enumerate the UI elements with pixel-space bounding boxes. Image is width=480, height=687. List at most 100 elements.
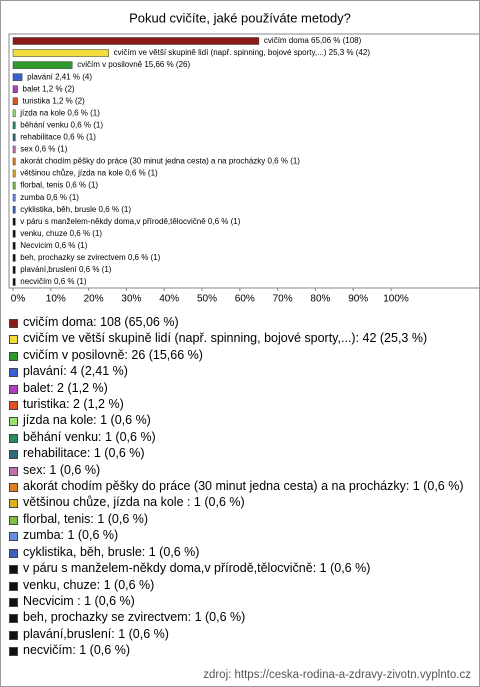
bar-label: cyklistika, běh, brusle 0,6 % (1) [20,205,131,214]
x-tick-label: 20% [84,294,104,305]
bar-label: akorát chodím pěšky do práce (30 minut j… [20,157,300,166]
legend-label: sex: 1 (0,6 %) [23,462,101,477]
bar [12,157,16,166]
bar-label: běhání venku 0,6 % (1) [20,120,103,129]
legend-swatch [9,614,18,624]
x-tick-label: 0% [11,294,26,305]
x-tick-label: 70% [273,294,293,305]
legend-item: balet: 2 (1,2 %) [9,380,471,396]
legend-item: cvičím doma: 108 (65,06 %) [9,314,471,330]
bar-label: rehabilitace 0,6 % (1) [20,133,96,142]
legend-item: beh, prochazky se zvirectvem: 1 (0,6 %) [9,609,471,625]
bar-label: cvičím ve větší skupině lidí (např. spin… [114,48,371,57]
bar [12,133,16,142]
x-tick-label: 80% [310,294,330,305]
legend-label: venku, chuze: 1 (0,6 %) [23,577,155,592]
bar-label: florbal, tenis 0,6 % (1) [20,181,98,190]
bar [12,181,16,190]
bar-label: Necvicim 0,6 % (1) [20,241,87,250]
legend-item: většinou chůze, jízda na kole : 1 (0,6 %… [9,494,471,510]
legend-label: beh, prochazky se zvirectvem: 1 (0,6 %) [23,610,246,625]
bar [12,97,18,105]
legend-swatch [9,515,18,525]
bar [12,85,18,93]
legend-swatch [9,581,18,591]
bar-label: balet 1,2 % (2) [23,84,75,93]
legend-item: v páru s manželem-někdy doma,v přírodě,t… [9,560,471,576]
bar-label: turistika 1,2 % (2) [23,96,86,105]
bar-label: většinou chůze, jízda na kole 0,6 % (1) [20,169,158,178]
legend-label: akorát chodím pěšky do práce (30 minut j… [23,479,464,494]
x-tick-label: 50% [197,294,217,305]
bar-label: jízda na kole 0,6 % (1) [19,108,100,117]
x-tick-label: 40% [159,294,179,305]
legend-item: florbal, tenis: 1 (0,6 %) [9,511,471,527]
legend-swatch [9,597,18,607]
bar [12,37,260,45]
legend-label: cvičím doma: 108 (65,06 %) [23,315,179,329]
legend-label: většinou chůze, jízda na kole : 1 (0,6 %… [23,495,245,510]
bar [12,242,16,250]
legend-swatch [9,532,18,542]
source: zdroj: https://ceska-rodina-a-zdravy-ziv… [203,669,471,681]
legend-swatch [9,483,18,493]
legend-item: akorát chodím pěšky do práce (30 minut j… [9,478,471,494]
bar [12,193,16,202]
bar-label: necvičím 0,6 % (1) [20,277,87,286]
legend-item: jízda na kole: 1 (0,6 %) [9,412,471,428]
legend-label: plavání,bruslení: 1 (0,6 %) [23,626,169,641]
legend-swatch [9,401,18,411]
bar [12,278,16,286]
legend-swatch [9,335,18,345]
legend-item: cvičím ve větší skupině lidí (např. spin… [9,330,471,346]
legend-swatch [9,351,18,361]
bar [12,169,16,178]
legend-swatch [9,450,18,460]
legend-label: jízda na kole: 1 (0,6 %) [23,413,151,428]
bar-label: cvičím v posilovně 15,66 % (26) [77,60,190,69]
legend-item: zumba: 1 (0,6 %) [9,527,471,543]
legend-item: běhání venku: 1 (0,6 %) [9,429,471,445]
legend-swatch [9,433,18,443]
legend-label: necvičím: 1 (0,6 %) [23,643,130,658]
legend-swatch [9,384,18,394]
legend: cvičím doma: 108 (65,06 %) cvičím ve větš… [9,314,471,659]
bar-label: venku, chuze 0,6 % (1) [20,229,102,238]
bar [12,254,16,262]
legend-swatch [9,565,18,575]
legend-item: plavání,bruslení: 1 (0,6 %) [9,626,471,642]
legend-swatch [9,630,18,640]
bar [12,49,109,57]
legend-label: cvičím v posilovně: 26 (15,66 %) [23,347,203,362]
legend-label: v páru s manželem-někdy doma,v přírodě,t… [23,561,371,576]
bar [12,61,73,69]
legend-item: rehabilitace: 1 (0,6 %) [9,445,471,461]
bar [12,230,16,238]
bar-label: sex 0,6 % (1) [20,145,67,154]
bar-label: plavání 2,41 % (4) [27,72,92,81]
legend-swatch [9,417,18,427]
bar-label: zumba 0,6 % (1) [20,193,79,202]
bar [12,73,23,81]
legend-item: cyklistika, běh, brusle: 1 (0,6 %) [9,544,471,560]
legend-label: běhání venku: 1 (0,6 %) [23,429,156,444]
bar [12,121,16,130]
legend-label: cyklistika, běh, brusle: 1 (0,6 %) [23,544,200,559]
bar-label: cvičím doma 65,06 % (108) [264,36,362,45]
bar [12,266,16,274]
chart-title: Pokud cvičíte, jaké používáte metody? [129,10,351,25]
legend-swatch [9,319,18,328]
x-tick-label: 90% [348,294,368,305]
bar [12,109,16,118]
legend-swatch [9,368,18,378]
legend-label: balet: 2 (1,2 %) [23,380,108,395]
legend-label: plavání: 4 (2,41 %) [23,364,128,379]
legend-item: sex: 1 (0,6 %) [9,462,471,478]
x-tick-label: 100% [383,294,409,305]
legend-label: rehabilitace: 1 (0,6 %) [23,446,145,461]
bar-label: v páru s manželem-někdy doma,v přírodě,t… [20,217,240,226]
bar-label: plavání,bruslení 0,6 % (1) [20,265,111,274]
legend-item: plavání: 4 (2,41 %) [9,363,471,379]
x-tick-label: 30% [121,294,141,305]
